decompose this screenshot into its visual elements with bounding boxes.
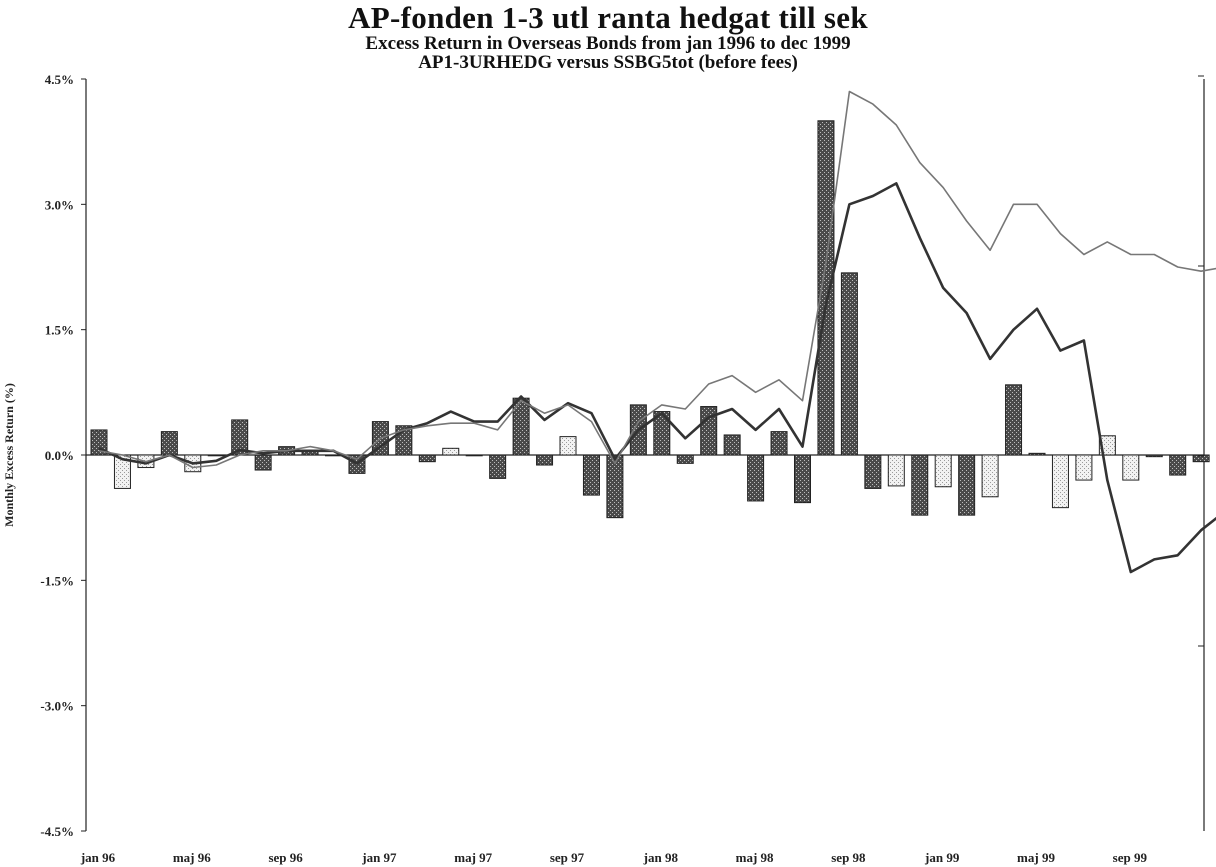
y-tick-label: 0.0%: [45, 448, 74, 463]
bar: [676, 454, 694, 464]
x-tick-label: jan 96: [80, 850, 116, 865]
bar: [207, 454, 225, 457]
bar: [911, 454, 929, 516]
bar: [1051, 454, 1069, 509]
bar: [864, 454, 882, 489]
bar: [1005, 384, 1023, 456]
bar: [887, 454, 905, 487]
x-tick-label: maj 99: [1017, 850, 1055, 865]
bar: [418, 454, 436, 463]
bar: [582, 454, 600, 496]
x-tick-label: sep 97: [550, 850, 585, 865]
y-tick-label: -3.0%: [40, 699, 74, 714]
series-line-1: [98, 182, 1216, 574]
y-tick-label: 3.0%: [45, 197, 74, 212]
bar: [1145, 454, 1163, 458]
y-axis-label: Monthly Excess Return (%): [2, 383, 16, 527]
bar: [1122, 454, 1140, 481]
x-tick-label: jan 98: [643, 850, 679, 865]
bar: [723, 434, 741, 456]
bar: [442, 447, 460, 456]
bar: [1169, 454, 1187, 476]
bar: [958, 454, 976, 516]
x-tick-label: sep 98: [831, 850, 866, 865]
chart-titles: AP-fonden 1-3 utl ranta hedgat till sek …: [0, 0, 1216, 73]
bar: [254, 454, 272, 471]
bar: [840, 272, 858, 456]
bar: [1192, 454, 1210, 463]
chart-subtitle-1: Excess Return in Overseas Bonds from jan…: [365, 33, 851, 54]
bar: [700, 406, 718, 456]
series-line-2: [98, 90, 1216, 469]
x-tick-label: maj 96: [173, 850, 211, 865]
x-tick-label: maj 97: [454, 850, 492, 865]
x-tick-label: sep 99: [1113, 850, 1148, 865]
bar: [536, 454, 554, 466]
x-tick-label: jan 97: [361, 850, 397, 865]
y-tick-label: -4.5%: [40, 824, 74, 839]
y-tick-label: -1.5%: [40, 573, 74, 588]
bar: [817, 120, 835, 456]
y-tick-label: 4.5%: [45, 72, 74, 87]
chart-title: AP-fonden 1-3 utl ranta hedgat till sek: [348, 0, 868, 35]
y-tick-label: 1.5%: [45, 323, 74, 338]
bar: [559, 436, 577, 456]
bar: [747, 454, 765, 502]
x-tick-label: sep 96: [268, 850, 303, 865]
x-tick-label: maj 98: [736, 850, 774, 865]
bar: [606, 454, 624, 519]
bar: [160, 431, 178, 456]
bar: [794, 454, 811, 504]
chart-subtitle-2: AP1-3URHEDG versus SSBG5tot (before fees…: [418, 52, 798, 73]
x-tick-label: jan 99: [924, 850, 960, 865]
bar: [465, 454, 483, 457]
bar: [770, 431, 788, 456]
bar: [1075, 454, 1093, 481]
bar: [653, 411, 671, 456]
bar: [1028, 452, 1046, 456]
bar: [934, 454, 952, 488]
bar: [489, 454, 507, 479]
bar: [981, 454, 999, 498]
